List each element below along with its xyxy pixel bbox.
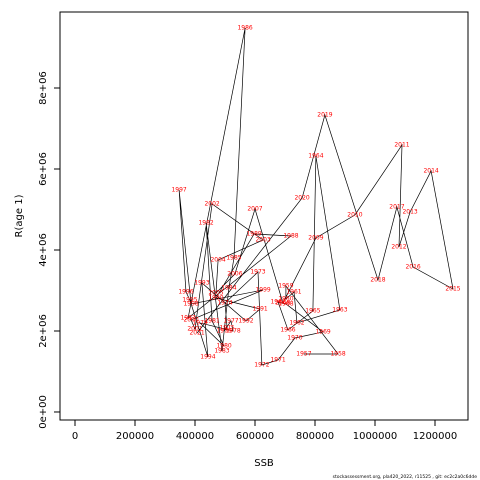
year-label: 1960 — [278, 295, 293, 302]
y-tick-label: 8e+06 — [38, 71, 49, 105]
x-tick-label: 200000 — [116, 431, 154, 442]
year-label: 2007 — [247, 206, 262, 213]
x-tick-label: 1000000 — [353, 431, 398, 442]
plot-frame — [59, 11, 469, 421]
year-label: 2009 — [308, 235, 323, 242]
x-tick-label: 600000 — [236, 431, 274, 442]
y-axis-label: R(age 1) — [14, 194, 25, 237]
year-label: 2001 — [187, 326, 202, 333]
year-label: 2004 — [210, 256, 225, 263]
year-label: 2006 — [227, 271, 242, 278]
year-label: 2000 — [183, 316, 198, 323]
year-label: 2015 — [445, 285, 460, 292]
year-label: 1994 — [200, 353, 215, 360]
year-label: 2002 — [204, 200, 219, 207]
year-label: 1983 — [214, 347, 229, 354]
year-label: 1965 — [305, 307, 320, 314]
x-tick-label: 0 — [72, 431, 78, 442]
year-label: 1979 — [192, 319, 207, 326]
year-label: 1966 — [280, 326, 295, 333]
year-label: 2019 — [317, 112, 332, 119]
year-label: 1995 — [182, 297, 197, 304]
year-label: 2012 — [391, 243, 406, 250]
year-label: 1959 — [278, 282, 293, 289]
year-label: 2005 — [208, 290, 223, 297]
year-label: 1985 — [226, 255, 241, 262]
year-label: 2018 — [370, 277, 385, 284]
year-label: 1963 — [332, 306, 347, 313]
year-label: 1964 — [308, 153, 323, 160]
year-label: 2008 — [275, 300, 290, 307]
year-label: 1990 — [208, 294, 223, 301]
year-label: 1997 — [171, 187, 186, 194]
year-label: 1984 — [221, 284, 236, 291]
year-label: 1968 — [278, 300, 293, 307]
year-label: 1958 — [330, 350, 345, 357]
y-tick-label: 4e+06 — [38, 233, 49, 267]
year-label: 1986 — [237, 25, 252, 32]
year-label: 1971 — [270, 356, 285, 363]
year-label: 1999 — [255, 287, 270, 294]
x-tick-label: 800000 — [296, 431, 334, 442]
year-label: 1998 — [183, 300, 198, 307]
year-label: 1978 — [225, 327, 240, 334]
year-label: 1974 — [217, 300, 232, 307]
year-label: 1972 — [254, 362, 269, 369]
year-label: 2003 — [255, 236, 270, 243]
y-tick-label: 2e+06 — [38, 314, 49, 348]
y-tick-label: 6e+06 — [38, 152, 49, 186]
year-label: 2017 — [389, 203, 404, 210]
year-label: 1987 — [180, 314, 195, 321]
year-label: 2021 — [189, 329, 204, 336]
year-label: 1981 — [204, 317, 219, 324]
year-label: 1988 — [283, 232, 298, 239]
year-label: 1991 — [252, 305, 267, 312]
year-label: 1969 — [315, 329, 330, 336]
year-label: 1973 — [250, 268, 265, 275]
year-label: 2014 — [423, 167, 438, 174]
footnote: stockassessment.org, pla420_2022, r11525… — [333, 474, 478, 480]
year-label: 1993 — [194, 280, 209, 287]
year-label: 1989 — [246, 231, 261, 238]
year-label: 1957 — [296, 350, 311, 357]
x-axis-label: SSB — [254, 458, 274, 469]
year-label: 1992 — [238, 317, 253, 324]
year-label: 1961 — [286, 288, 301, 295]
year-label: 2011 — [394, 141, 409, 148]
x-tick-label: 400000 — [176, 431, 214, 442]
year-label: 1976 — [216, 327, 231, 334]
year-label: 2020 — [294, 194, 309, 201]
year-label: 1962 — [289, 319, 304, 326]
year-label: 1996 — [178, 288, 193, 295]
year-label: 1977 — [223, 317, 238, 324]
x-tick-label: 1200000 — [413, 431, 458, 442]
y-tick-label: 0e+00 — [38, 395, 49, 429]
year-label: 2013 — [402, 209, 417, 216]
year-label: 1982 — [198, 219, 213, 226]
trajectory-line — [178, 27, 454, 366]
year-label: 2016 — [405, 264, 420, 271]
year-label: 1970 — [287, 334, 302, 341]
year-label: 2010 — [347, 212, 362, 219]
year-label: 1975 — [219, 324, 234, 331]
year-label: 1967 — [270, 298, 285, 305]
year-label: 1980 — [216, 342, 231, 349]
